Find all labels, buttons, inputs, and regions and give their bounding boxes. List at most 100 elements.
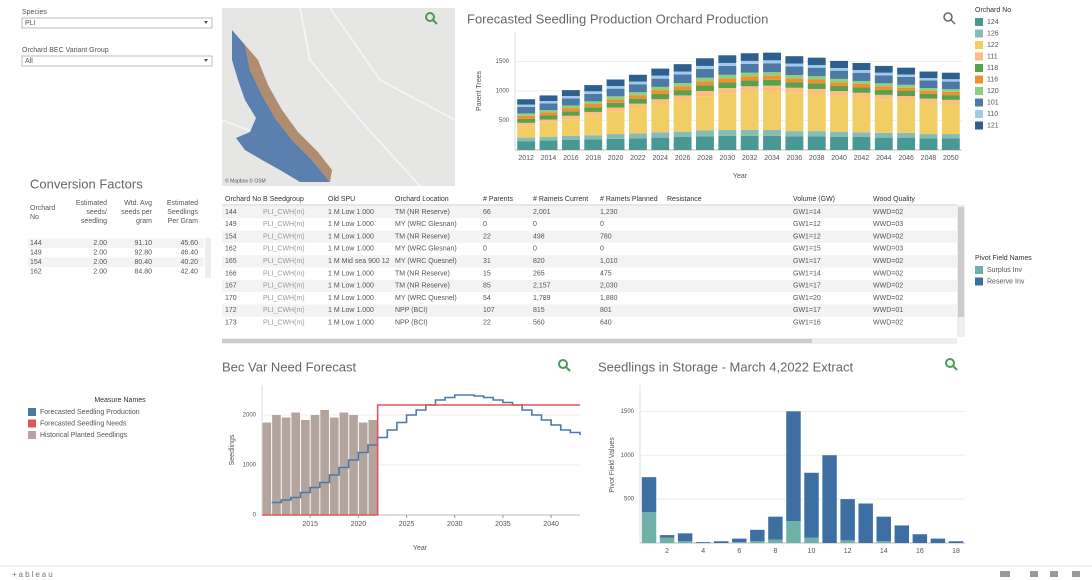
table-cell: 2.00 [93, 268, 107, 275]
dropdown[interactable] [22, 56, 212, 66]
bar-segment [562, 98, 580, 105]
bar-segment [875, 73, 893, 76]
table-cell: 54 [483, 295, 491, 302]
column-header: Volume (GW) [793, 196, 835, 203]
dashboard: © Mapbox © OSM +ableau SpeciesPLIOrchard… [0, 0, 1092, 580]
legend-label[interactable]: 121 [987, 122, 999, 129]
bar-segment [741, 80, 759, 86]
bar-segment [540, 113, 558, 116]
table-cell: GW1=12 [793, 221, 821, 228]
legend-swatch[interactable] [975, 18, 983, 26]
table-cell: 0 [533, 221, 537, 228]
legend-label[interactable]: 120 [987, 88, 999, 95]
bar-segment [942, 100, 960, 104]
x-tick-label: 2035 [495, 521, 511, 528]
legend-label[interactable]: 122 [987, 42, 999, 49]
column-header: # Parents [483, 196, 513, 203]
legend-label[interactable]: 118 [987, 65, 998, 72]
x-tick-label: 18 [952, 548, 960, 555]
bar-segment [741, 73, 759, 77]
table-cell: 162 [225, 246, 237, 253]
bar-segment [785, 67, 803, 76]
bar-segment [629, 84, 647, 92]
scrollbar-thumb[interactable] [222, 339, 812, 343]
bar-segment [718, 75, 736, 79]
legend-label[interactable]: 111 [987, 53, 998, 60]
legend-swatch[interactable] [975, 64, 983, 72]
bar-segment [629, 92, 647, 95]
table-cell: 162 [30, 268, 42, 275]
zoom-icon[interactable] [559, 360, 570, 371]
table-cell: 149 [225, 221, 237, 228]
bar-segment [942, 89, 960, 92]
legend-swatch[interactable] [975, 122, 983, 130]
legend-label[interactable]: 116 [987, 76, 998, 83]
legend-swatch[interactable] [975, 76, 983, 84]
bar-segment [584, 104, 602, 107]
table-cell: 1 M Low 1.000 [328, 295, 374, 302]
zoom-icon[interactable] [944, 13, 955, 24]
legend-swatch[interactable] [975, 99, 983, 107]
legend-swatch[interactable] [975, 266, 983, 274]
table-cell: GW1=14 [793, 209, 821, 216]
bar-segment [840, 540, 854, 543]
x-axis-title: Year [413, 545, 428, 552]
bar-segment [674, 72, 692, 75]
scrollbar[interactable] [205, 238, 211, 278]
bar-segment [517, 141, 535, 150]
bar-segment [763, 60, 781, 63]
table-cell: MY (WRC Glesnan) [395, 221, 457, 228]
legend-swatch[interactable] [975, 41, 983, 49]
dropdown[interactable] [22, 18, 212, 28]
bar [340, 413, 349, 516]
table-cell: GW1=17 [793, 258, 821, 265]
table-cell: GW1=16 [793, 320, 821, 327]
legend-swatch[interactable] [975, 53, 983, 61]
table-cell: 2,030 [600, 283, 618, 290]
legend-label[interactable]: 101 [987, 99, 999, 106]
bar-segment [517, 116, 535, 119]
bar-segment [584, 85, 602, 91]
legend-label[interactable]: Surplus Inv [987, 267, 1023, 274]
footer-logo[interactable]: +ableau [12, 570, 55, 579]
table-cell: 66 [483, 209, 491, 216]
bar-segment [830, 71, 848, 79]
legend-label[interactable]: Historical Planted Seedlings [40, 432, 128, 439]
legend-swatch[interactable] [975, 87, 983, 95]
y-axis-title: Parent Trees [476, 70, 483, 111]
legend-swatch[interactable] [975, 30, 983, 38]
legend-label[interactable]: Forecasted Seedling Production [40, 409, 140, 416]
scrollbar-thumb[interactable] [958, 207, 964, 317]
bar-segment [763, 63, 781, 72]
legend-label[interactable]: 124 [987, 19, 999, 26]
table-cell: 173 [225, 320, 237, 327]
bar-segment [562, 140, 580, 150]
legend-label[interactable]: Forecasted Seedling Needs [40, 420, 127, 427]
legend-label[interactable]: 110 [987, 111, 998, 118]
footer-icons[interactable] [1000, 571, 1080, 577]
legend-swatch[interactable] [975, 110, 983, 118]
legend-swatch[interactable] [28, 408, 36, 416]
table-cell: PLI_CWH(m) [263, 221, 305, 228]
legend-label[interactable]: Reserve Inv [987, 278, 1025, 285]
filter-label: Orchard BEC Variant Group [22, 47, 109, 54]
bar-segment [763, 80, 781, 86]
legend-swatch[interactable] [28, 431, 36, 439]
bar-segment [942, 92, 960, 95]
table-title: Conversion Factors [30, 176, 143, 191]
table-cell: 107 [483, 307, 495, 314]
bar-segment [830, 96, 848, 132]
legend-swatch[interactable] [975, 278, 983, 286]
legend-label[interactable]: 126 [987, 30, 999, 37]
legend-swatch[interactable] [28, 420, 36, 428]
bar-segment [786, 521, 800, 543]
bar-segment [517, 113, 535, 115]
bar-segment [897, 85, 915, 88]
bar-segment [629, 82, 647, 85]
zoom-icon[interactable] [946, 359, 957, 370]
bar [368, 420, 377, 515]
table-cell: 1,880 [600, 295, 618, 302]
bar-segment [540, 141, 558, 150]
x-tick-label: 2020 [351, 521, 367, 528]
bar-segment [785, 131, 803, 136]
